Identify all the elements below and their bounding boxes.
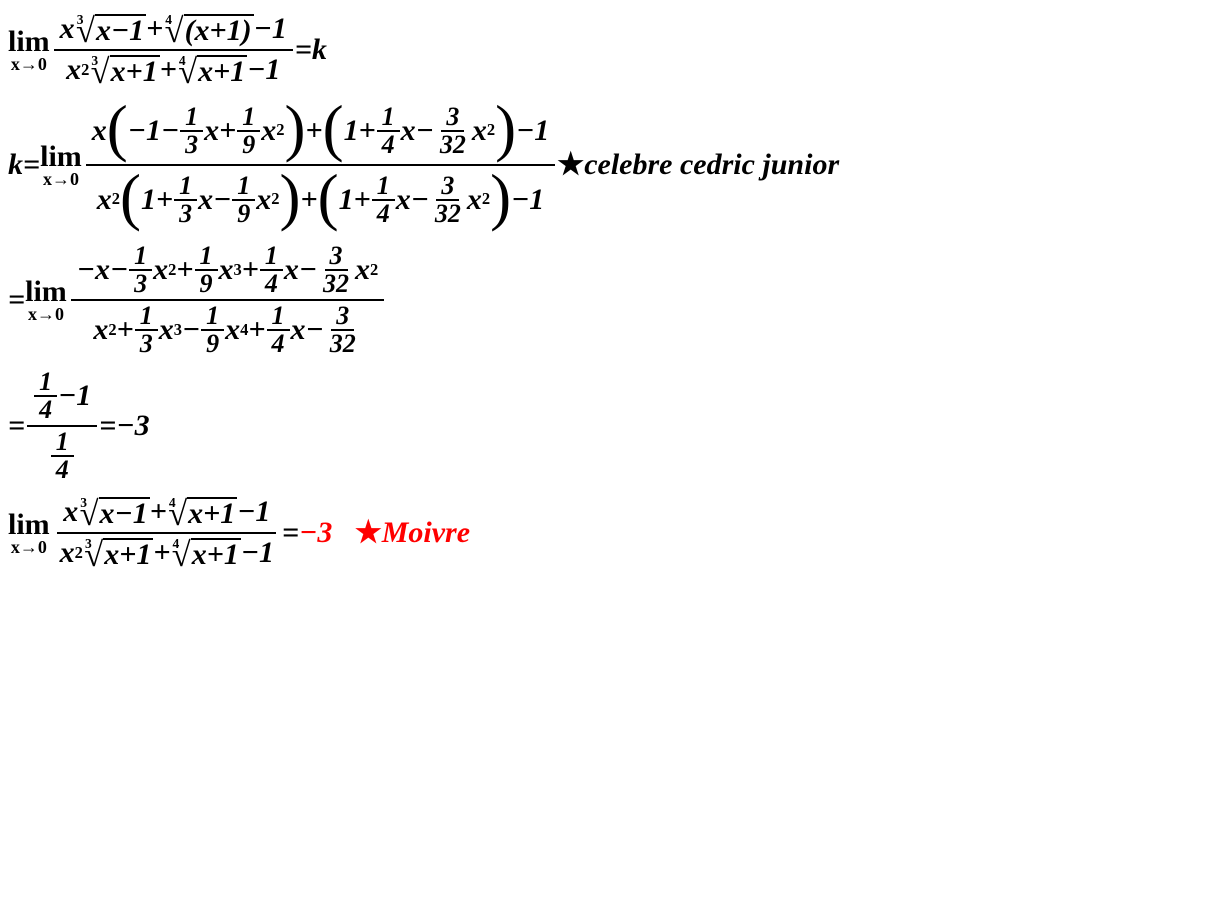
author-moivre: Moivre — [382, 518, 470, 548]
expansion-fraction: x ( −1− 13 x+ 19 x2 ) + ( 1+ 14 x− 332 x… — [86, 97, 556, 233]
equation-line-4: = 14 −1 14 =−3 — [8, 367, 1208, 485]
equation-line-2: k= lim x→0 x ( −1− 13 x+ 19 x2 ) + ( 1+ … — [8, 97, 1208, 233]
lim-sub: x→0 — [11, 55, 47, 73]
denominator: x2 ( 1+ 13 x− 19 x2 ) + ( 1+ 14 x− 332 x… — [91, 166, 551, 233]
lim-text: lim — [8, 27, 50, 57]
denominator: x2 3 √x+1 + 4 √x+1 −1 — [60, 51, 286, 90]
annotation-text: celebre cedric junior — [584, 150, 839, 180]
star-icon: ★ — [557, 150, 584, 180]
numerator: x ( −1− 13 x+ 19 x2 ) + ( 1+ 14 x− 332 x… — [86, 97, 556, 166]
result-red: −3 — [299, 518, 332, 548]
numerator: −x− 13 x2 + 19 x3 + 14 x− 332 x2 — [71, 241, 385, 301]
limit-operator: lim x→0 — [40, 142, 82, 188]
limit-operator: lim x→0 — [8, 27, 50, 73]
limit-operator: lim x→0 — [25, 277, 67, 323]
equation-line-3: = lim x→0 −x− 13 x2 + 19 x3 + 14 x− 332 … — [8, 241, 1208, 359]
k-equals: k= — [8, 150, 40, 180]
restated-fraction: x 3 √x−1 + 4 √x+1 −1 x2 3 √x+1 + 4 √x+1 … — [54, 493, 280, 572]
main-fraction: x 3 √x−1 + 4 √(x+1) −1 x2 3 √x+1 + 4 √x+… — [54, 10, 293, 89]
equals-k: =k — [295, 35, 327, 65]
equation-line-5: lim x→0 x 3 √x−1 + 4 √x+1 −1 x2 3 √x+1 +… — [8, 493, 1208, 572]
result-minus3: =−3 — [99, 411, 149, 441]
limit-operator: lim x→0 — [8, 510, 50, 556]
final-fraction: 14 −1 14 — [27, 367, 97, 485]
numerator: x 3 √x−1 + 4 √(x+1) −1 — [54, 10, 293, 51]
star-icon: ★ — [355, 518, 382, 548]
denominator: x2 + 13 x3 − 19 x4 + 14 x− 332 — [87, 301, 367, 359]
simplified-fraction: −x− 13 x2 + 19 x3 + 14 x− 332 x2 x2 + 13… — [71, 241, 385, 359]
equation-line-1: lim x→0 x 3 √x−1 + 4 √(x+1) −1 x2 3 √x+1… — [8, 10, 1208, 89]
